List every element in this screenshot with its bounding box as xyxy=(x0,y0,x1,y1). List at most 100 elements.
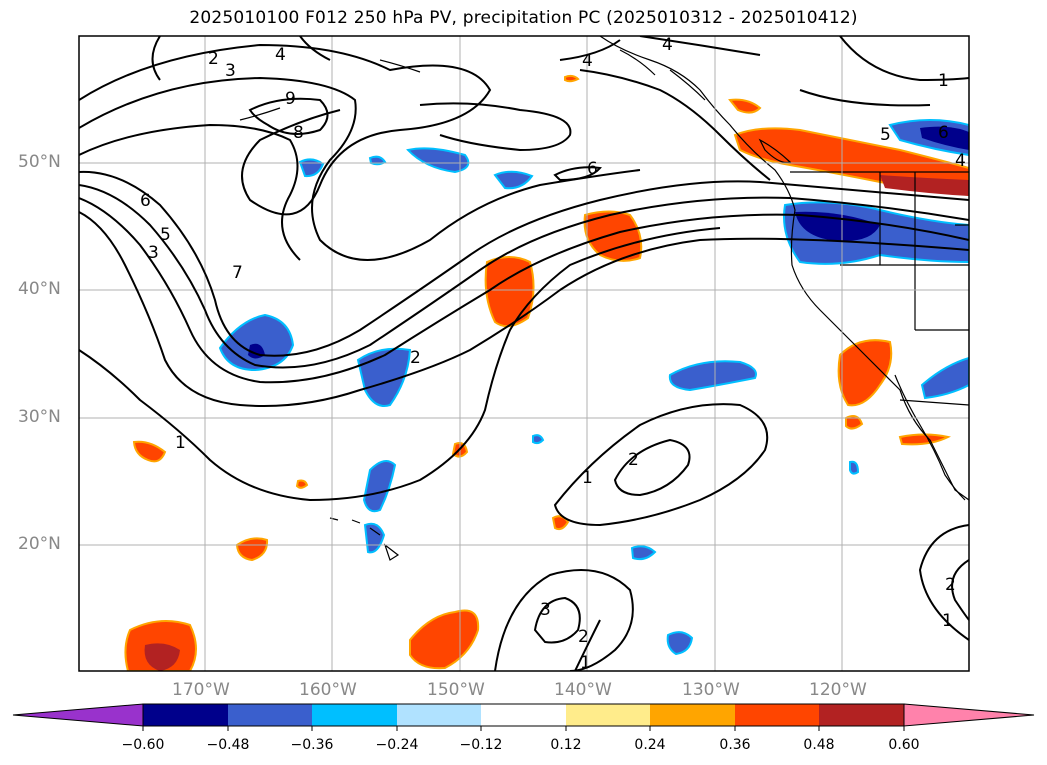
precip-blob xyxy=(532,434,545,445)
contour-label: 8 xyxy=(293,123,304,143)
hawaii-islands xyxy=(329,517,400,561)
contour-label: 4 xyxy=(662,35,673,55)
precip-blob xyxy=(849,460,860,475)
precip-blob xyxy=(920,356,969,400)
precip-blob xyxy=(845,415,864,430)
lon-label-140w: 140°W xyxy=(554,680,612,700)
map-frame xyxy=(78,35,970,672)
colorbar-segment xyxy=(312,704,397,726)
gridlines xyxy=(79,36,969,671)
contour-label: 1 xyxy=(175,433,186,453)
colorbar-tick-label: 0.12 xyxy=(550,737,582,753)
pv-contour xyxy=(559,36,761,61)
pv-contour xyxy=(553,403,769,527)
contour-label: 3 xyxy=(540,600,551,620)
pv-contour xyxy=(553,166,602,182)
pv-contour xyxy=(494,569,634,671)
colorbar-tick-label: −0.36 xyxy=(290,737,334,753)
pv-contour xyxy=(79,170,969,357)
map-title: 2025010100 F012 250 hPa PV, precipitatio… xyxy=(189,8,858,28)
contour-labels: 2 3 4 9 8 6 5 3 7 4 6 1 2 2 1 3 2 1 2 1 … xyxy=(140,35,966,673)
colorbar xyxy=(12,703,1035,731)
colorbar-frame xyxy=(142,703,905,727)
pv-contour xyxy=(79,211,969,407)
contour-label: 2 xyxy=(578,627,589,647)
precip-blob xyxy=(132,440,167,463)
alaska-islands xyxy=(239,49,706,121)
colorbar-tick-label: 0.24 xyxy=(634,737,666,753)
contour-label: 2 xyxy=(208,49,219,69)
contour-label: 6 xyxy=(587,159,598,179)
contour-label: 1 xyxy=(938,71,949,91)
lon-label-170w: 170°W xyxy=(172,680,230,700)
precip-blob xyxy=(728,98,762,114)
lat-label-50n: 50°N xyxy=(18,152,61,172)
pv-contour xyxy=(79,184,969,369)
pv-contour xyxy=(613,438,691,497)
contour-label: 1 xyxy=(582,468,593,488)
map-area: 2 3 4 9 8 6 5 3 7 4 6 1 2 2 1 3 2 1 2 1 … xyxy=(79,35,969,673)
contour-label: 5 xyxy=(880,125,891,145)
contour-label: 3 xyxy=(148,243,159,263)
precip-blob xyxy=(144,643,180,671)
colorbar-segment-under xyxy=(12,703,144,727)
pv-contour xyxy=(419,102,572,152)
pv-contour xyxy=(574,619,601,671)
contour-label: 4 xyxy=(955,151,966,171)
contour-label: 2 xyxy=(410,348,421,368)
contour-label: 6 xyxy=(140,191,151,211)
lon-label-150w: 150°W xyxy=(427,680,485,700)
lon-label-130w: 130°W xyxy=(682,680,740,700)
contour-label: 1 xyxy=(942,611,953,631)
lat-label-20n: 20°N xyxy=(18,534,61,554)
precip-blob xyxy=(666,631,694,656)
colorbar-tick-label: −0.48 xyxy=(206,737,250,753)
precip-blob xyxy=(564,74,580,83)
colorbar-tick-label: −0.24 xyxy=(375,737,419,753)
precip-blob xyxy=(795,211,880,241)
pv-contour xyxy=(79,76,641,261)
colorbar-segment xyxy=(566,704,651,726)
precip-blob xyxy=(409,609,480,670)
lon-label-160w: 160°W xyxy=(299,680,357,700)
contour-label: 1 xyxy=(580,653,591,673)
vancouver-island xyxy=(758,138,792,164)
precip-blob xyxy=(406,147,470,174)
pv-contour xyxy=(79,227,721,502)
pv-contour xyxy=(151,36,331,81)
contour-label: 2 xyxy=(628,450,639,470)
state-borders xyxy=(840,172,969,331)
pv-contour xyxy=(799,36,969,107)
colorbar-segment xyxy=(143,704,228,726)
precip-blob xyxy=(368,155,387,166)
precip-blob xyxy=(630,545,657,561)
precip-blob xyxy=(668,360,757,392)
colorbar-segment xyxy=(228,704,313,726)
colorbar-tick-label: 0.48 xyxy=(803,737,835,753)
lat-label-30n: 30°N xyxy=(18,407,61,427)
contour-label: 4 xyxy=(582,51,593,71)
contour-label: 2 xyxy=(945,575,956,595)
precip-negative-regions xyxy=(218,119,969,656)
colorbar-segment xyxy=(481,704,566,726)
precip-blob xyxy=(920,126,969,150)
precip-blob xyxy=(898,433,951,446)
precip-blob xyxy=(551,515,570,531)
colorbar-tick-label: 0.36 xyxy=(719,737,751,753)
colorbar-tick-label: −0.60 xyxy=(121,737,165,753)
lon-label-120w: 120°W xyxy=(809,680,867,700)
pv-contour xyxy=(79,43,492,216)
precip-blob xyxy=(583,210,643,262)
precip-blob xyxy=(493,170,534,190)
mexico-border xyxy=(899,399,969,406)
contour-label: 4 xyxy=(275,45,286,65)
colorbar-segment-over xyxy=(903,703,1035,727)
pv-contours xyxy=(79,36,969,671)
precip-blob xyxy=(484,256,535,328)
precip-blob xyxy=(295,479,309,489)
precip-blob xyxy=(298,158,325,178)
contour-label: 5 xyxy=(160,225,171,245)
contour-label: 9 xyxy=(285,89,296,109)
colorbar-segment xyxy=(650,704,735,726)
coastlines xyxy=(239,36,969,561)
